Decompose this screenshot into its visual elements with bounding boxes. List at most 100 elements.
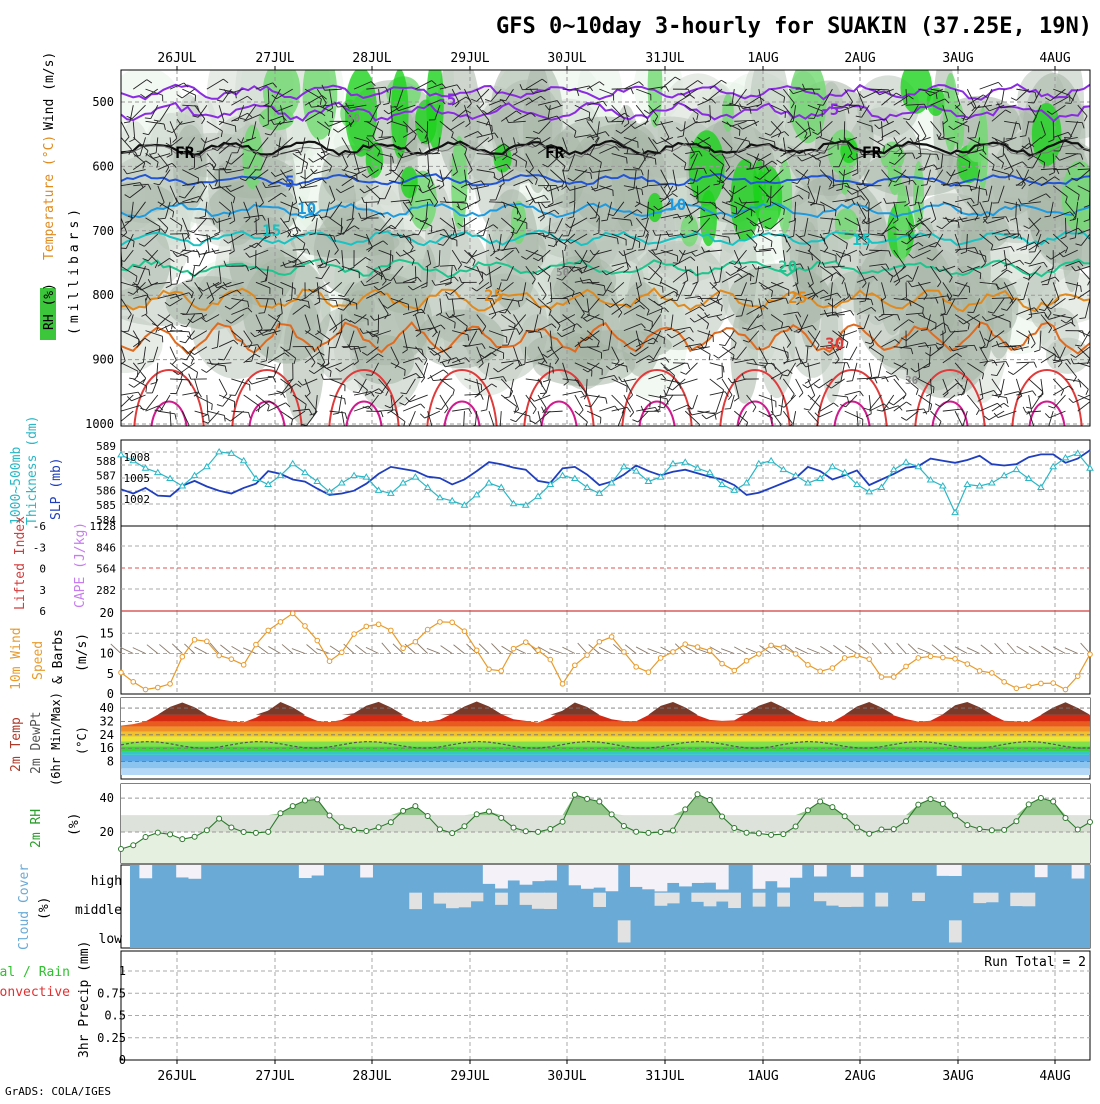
wind-barb-10m	[562, 647, 574, 653]
ylabel-precip3: 3hr Precip (mm)	[77, 941, 92, 1058]
ylabel-t2m: 2m Temp	[9, 717, 24, 772]
wind-speed-point	[818, 669, 823, 674]
cloud-gap	[777, 865, 790, 887]
cape-tick: 846	[96, 541, 116, 554]
wind-speed-point	[1088, 652, 1093, 657]
rh2m-point	[769, 832, 774, 837]
wind-barb-flag	[180, 314, 186, 315]
wind-speed-point	[585, 653, 590, 658]
thickness-tick: 586	[96, 484, 116, 497]
cloud-gap	[667, 893, 680, 904]
pressure-tick: 900	[92, 353, 114, 367]
wind-speed-point	[536, 648, 541, 653]
precip-tick: 0.75	[97, 986, 126, 1000]
t2m-unit: (°C)	[75, 726, 89, 755]
wind-barb	[1090, 89, 1100, 93]
cloud-gap	[851, 893, 864, 907]
wind-speed-point	[192, 637, 197, 642]
rh2m-point	[217, 816, 222, 821]
wind-speed-point	[1002, 680, 1007, 685]
cloud-gap	[593, 865, 606, 888]
wind-speed-point	[953, 656, 958, 661]
upper-air-panel	[81, 21, 1100, 434]
contour-label: -5	[437, 90, 456, 109]
ylabel-precip1: Total / Rain	[0, 965, 70, 980]
date-label-top: 26JUL	[157, 51, 196, 66]
wind-barb-10m	[133, 648, 146, 654]
cloud-gap	[642, 865, 655, 889]
rh-shade	[173, 125, 207, 211]
rh2m-point	[536, 829, 541, 834]
wind-barb-flag	[775, 142, 776, 148]
wind-barb-flag	[1092, 400, 1097, 403]
cloud-gap	[188, 865, 201, 879]
wind-barb-10m	[307, 644, 318, 653]
t2m-tick: 32	[100, 714, 114, 728]
run-total: Run Total = 2	[984, 955, 1086, 970]
thickness-point	[241, 458, 247, 463]
t2m-band	[121, 737, 1090, 742]
cloud-gap	[311, 865, 324, 875]
cloud-gap	[728, 893, 741, 908]
precip-tick: 0.25	[97, 1031, 126, 1045]
rh2m-point	[253, 830, 258, 835]
wind-barb	[992, 298, 1011, 299]
rh2m-point	[1051, 799, 1056, 804]
cloud-gap	[581, 865, 594, 889]
rh2m-point	[585, 796, 590, 801]
rh-clip	[121, 784, 1090, 863]
wind-barb-10m	[159, 644, 170, 653]
ylabel-rh-unit: (%)	[67, 813, 82, 836]
wind-barb-flag	[428, 430, 433, 434]
cloud-gap	[851, 865, 864, 877]
cloud-gap	[176, 865, 189, 877]
rh2m-point	[683, 807, 688, 812]
date-label-bottom: 27JUL	[255, 1069, 294, 1084]
wind-speed-point	[401, 646, 406, 651]
contour-label: 20	[778, 257, 797, 276]
wind-unit: (m/s)	[75, 633, 90, 672]
cloud-gap	[655, 893, 668, 906]
wind-speed-point	[977, 669, 982, 674]
wind-speed-point	[757, 652, 762, 657]
wind-barb-10m	[897, 643, 906, 653]
rh-green-shade	[242, 125, 262, 189]
wind-barb-10m	[995, 643, 1005, 653]
wind-barb-flag	[772, 418, 773, 424]
cloud-gap	[507, 865, 520, 880]
wind-barb-10m	[578, 643, 587, 653]
cloud-gap	[937, 865, 950, 876]
cape-tick: 564	[96, 563, 116, 576]
wind-speed-point	[769, 643, 774, 648]
precip-ylabel3: 3hr Precip (mm)	[77, 941, 92, 1058]
wind-barb-10m	[944, 645, 955, 653]
wind-barb-flag	[455, 322, 456, 328]
thickness-point	[339, 480, 345, 485]
cape-ylabel2: CAPE (J/kg)	[73, 522, 88, 608]
rh2m-point	[1088, 820, 1093, 825]
slp-tick: 1002	[124, 493, 151, 506]
wind-barb-flag	[368, 142, 369, 148]
wind-speed-point	[499, 669, 504, 674]
wind-barb-flag	[1042, 429, 1048, 430]
cloud-gap	[765, 865, 778, 881]
wind-tick: 10	[100, 647, 114, 661]
rh2m-point	[965, 823, 970, 828]
wind-barb-flag	[655, 159, 656, 165]
date-label-top: 4AUG	[1039, 51, 1070, 66]
wind-barb-flag	[980, 273, 981, 279]
wind-barb-flag	[101, 324, 106, 327]
rh2m-point	[658, 830, 663, 835]
rh2m-point	[989, 828, 994, 833]
cloud-gap	[753, 865, 766, 889]
wind-barb	[256, 298, 274, 299]
wind-barb-10m	[885, 643, 894, 654]
wind-speed-line	[121, 613, 1090, 689]
wind-speed-point	[891, 675, 896, 680]
t2m-band	[121, 768, 1090, 775]
wind-barb-flag	[627, 158, 628, 164]
date-label-top: 3AUG	[942, 51, 973, 66]
rh2m-point	[597, 799, 602, 804]
wind-barb-10m	[292, 649, 305, 654]
thickness-point	[682, 459, 688, 464]
